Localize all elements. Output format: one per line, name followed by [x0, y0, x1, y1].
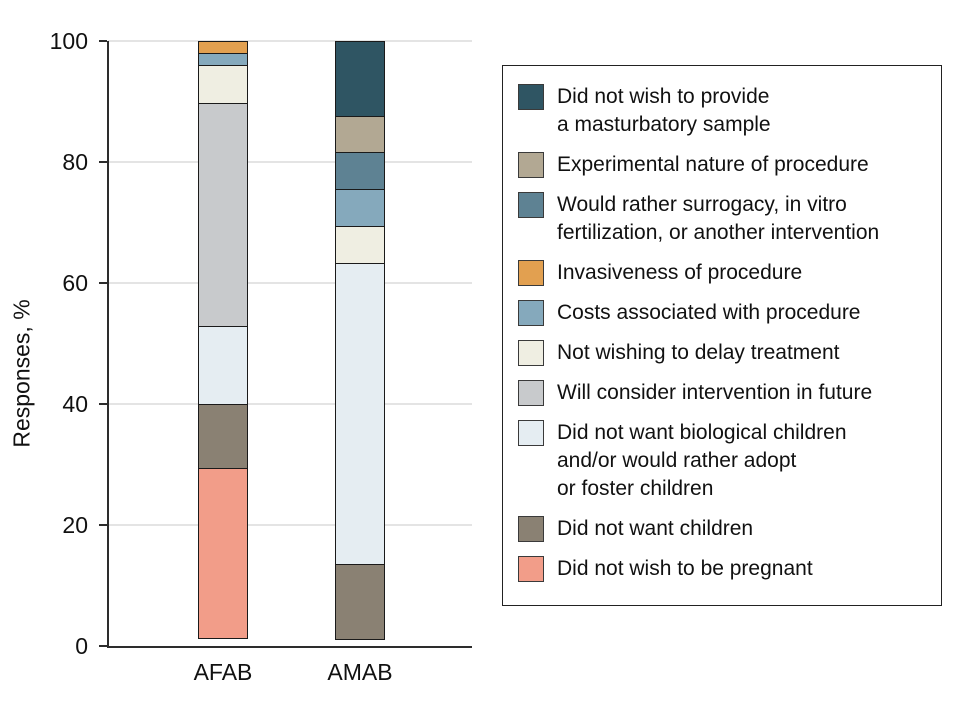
gridline	[108, 402, 472, 405]
bar-segment	[335, 563, 385, 640]
legend-item: Experimental nature of procedure	[518, 151, 929, 179]
y-tick	[99, 644, 107, 647]
bar-segment	[198, 103, 248, 327]
legend-label: Did not want biological children and/or w…	[557, 421, 847, 500]
legend-swatch	[518, 380, 544, 406]
gridline	[108, 160, 472, 163]
y-tick	[99, 402, 107, 405]
legend-item: Not wishing to delay treatment	[518, 339, 929, 367]
bar-segment	[335, 225, 385, 264]
legend-item: Costs associated with procedure	[518, 299, 929, 327]
x-axis-label: AFAB	[193, 659, 253, 685]
legend-label: Experimental nature of procedure	[557, 153, 869, 176]
legend-label: Did not want children	[557, 517, 754, 540]
legend-label: Would rather surrogacy, in vitro fertiliz…	[557, 193, 880, 244]
legend: Did not wish to provide a masturbatory sa…	[502, 65, 942, 606]
bar-amab	[335, 41, 385, 646]
legend-swatch	[518, 192, 544, 218]
legend-swatch	[518, 556, 544, 582]
y-tick	[99, 281, 107, 284]
y-tick	[99, 160, 107, 163]
bar-segment	[198, 325, 248, 405]
y-tick-label: 20	[62, 511, 88, 538]
y-tick-label: 40	[62, 390, 88, 417]
bar-segment	[198, 64, 248, 105]
bar-segment	[335, 189, 385, 227]
legend-item: Did not wish to be pregnant	[518, 555, 929, 583]
gridline	[108, 281, 472, 284]
legend-label: Did not wish to provide a masturbatory sa…	[557, 85, 771, 136]
legend-swatch	[518, 84, 544, 110]
bar-segment	[198, 468, 248, 640]
gridline	[108, 40, 472, 42]
y-axis-title: Responses, %	[8, 299, 35, 448]
legend-label: Invasiveness of procedure	[557, 261, 803, 284]
bar-afab	[198, 41, 248, 646]
legend-item: Will consider intervention in future	[518, 379, 929, 407]
y-tick	[99, 523, 107, 526]
bar-segment	[198, 52, 248, 66]
gridline	[108, 523, 472, 526]
legend-label: Did not wish to be pregnant	[557, 557, 813, 580]
legend-label: Costs associated with procedure	[557, 301, 861, 324]
legend-swatch	[518, 260, 544, 286]
bar-segment	[335, 262, 385, 565]
legend-swatch	[518, 340, 544, 366]
legend-item: Did not wish to provide a masturbatory sa…	[518, 83, 929, 139]
x-axis-line	[107, 645, 472, 648]
legend-label: Will consider intervention in future	[557, 381, 873, 404]
legend-swatch	[518, 152, 544, 178]
legend-swatch	[518, 300, 544, 326]
legend-item: Invasiveness of procedure	[518, 259, 929, 287]
y-tick-label: 0	[75, 632, 88, 659]
legend-swatch	[518, 516, 544, 542]
y-tick-label: 60	[62, 269, 88, 296]
y-tick-label: 100	[49, 28, 88, 54]
bar-segment	[335, 41, 385, 117]
bar-segment	[335, 152, 385, 191]
legend-item: Would rather surrogacy, in vitro fertiliz…	[518, 191, 929, 247]
legend-item: Did not want biological children and/or w…	[518, 419, 929, 503]
y-tick	[99, 40, 107, 42]
y-tick-label: 80	[62, 148, 88, 175]
x-axis-label: AMAB	[327, 659, 393, 685]
legend-label: Not wishing to delay treatment	[557, 341, 840, 364]
legend-swatch	[518, 420, 544, 446]
bar-segment	[198, 403, 248, 470]
y-axis-line	[107, 41, 109, 648]
legend-item: Did not want children	[518, 515, 929, 543]
bar-segment	[335, 115, 385, 154]
